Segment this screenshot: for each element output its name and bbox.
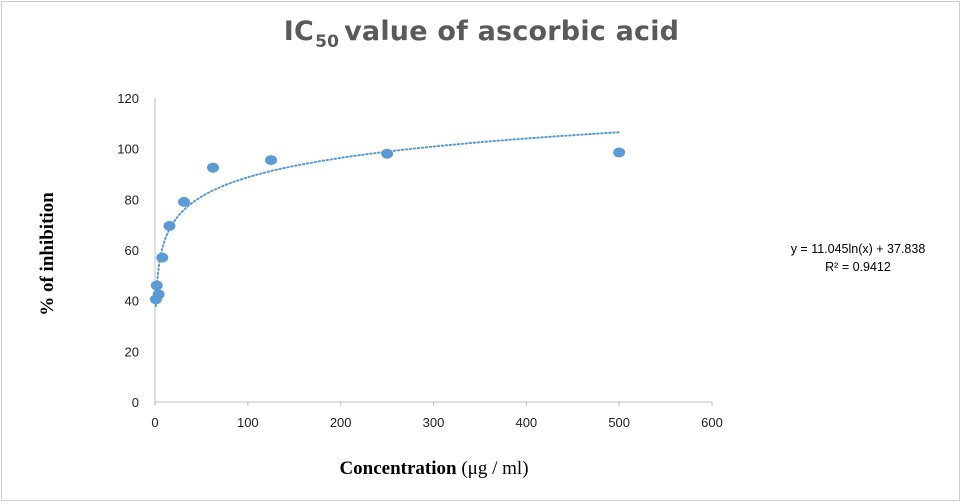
trendline-r-squared: R² = 0.9412 — [825, 260, 891, 274]
data-point — [207, 162, 220, 173]
x-axis-label-unit: (μg / ml) — [456, 458, 529, 479]
x-tick-label: 0 — [151, 415, 158, 430]
x-axis-label-bold: Concentration — [339, 458, 457, 479]
x-tick-label: 600 — [701, 415, 723, 430]
y-tick-label: 20 — [125, 344, 139, 359]
y-tick-label: 0 — [132, 395, 139, 410]
chart-title: IC50 value of ascorbic acid — [0, 16, 963, 52]
data-point — [163, 220, 176, 231]
title-main: IC — [283, 16, 315, 47]
y-tick-label: 100 — [117, 142, 139, 157]
x-tick-label: 500 — [608, 415, 630, 430]
y-tick-label: 120 — [117, 91, 139, 106]
data-point — [613, 147, 626, 158]
title-subscript: 50 — [315, 32, 340, 52]
data-point — [152, 289, 165, 300]
trendline-equation-box: y = 11.045ln(x) + 37.838 R² = 0.9412 — [758, 240, 958, 276]
data-point — [265, 155, 278, 166]
y-tick-label: 80 — [125, 192, 139, 207]
x-tick-label: 400 — [515, 415, 537, 430]
x-axis-label: Concentration (μg / ml) — [0, 458, 868, 480]
data-point — [178, 196, 191, 207]
y-tick-label: 40 — [125, 294, 139, 309]
x-tick-label: 200 — [330, 415, 352, 430]
x-tick-label: 100 — [237, 415, 259, 430]
data-point — [150, 280, 163, 291]
data-point — [381, 148, 394, 159]
title-rest: value of ascorbic acid — [344, 16, 680, 47]
x-tick-label: 300 — [423, 415, 445, 430]
trendline — [154, 131, 621, 308]
y-tick-label: 60 — [125, 243, 139, 258]
trendline-equation: y = 11.045ln(x) + 37.838 — [790, 242, 926, 256]
data-point — [156, 252, 169, 263]
